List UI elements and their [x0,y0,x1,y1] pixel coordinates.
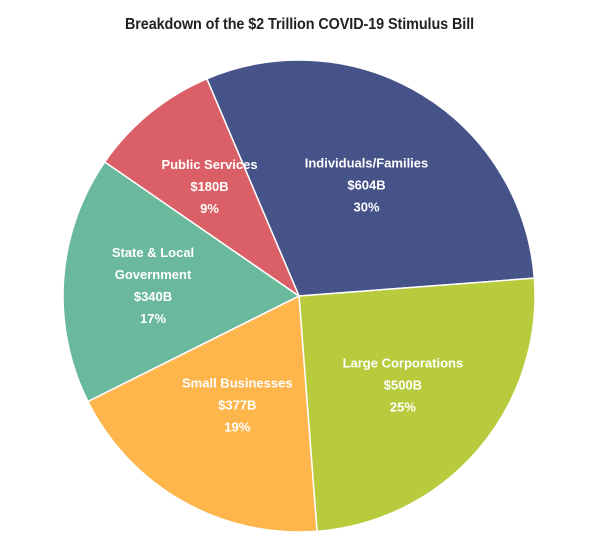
slice-3-amount: $340B [134,289,172,304]
slice-0-amount: $604B [347,178,385,193]
slice-3-label-line-0: State & Local [112,245,194,260]
pie-slice-1 [298,277,536,533]
slice-4-amount: $180B [190,179,228,194]
slice-2-label-line-0: Small Businesses [182,375,293,390]
slice-1-amount: $500B [384,378,422,393]
pie-slice-3 [62,160,301,403]
slice-2-amount: $377B [218,397,256,412]
slice-1-label-line-0: Large Corporations [343,356,464,371]
pie-slice-4 [103,77,301,299]
slice-1-percent: 25% [390,400,416,415]
pie-slice-2 [86,294,318,533]
chart-title: Breakdown of the $2 Trillion COVID-19 St… [124,16,475,33]
slice-3-label-line-1: Government [115,267,192,282]
slice-0-label-line-0: Individuals/Families [305,156,429,171]
pie-slice-0 [205,59,536,297]
slice-4-percent: 9% [200,201,219,216]
slice-4-label-line-0: Public Services [161,157,257,172]
slice-0-percent: 30% [353,200,379,215]
slice-3-percent: 17% [140,311,166,326]
slice-2-percent: 19% [224,419,250,434]
